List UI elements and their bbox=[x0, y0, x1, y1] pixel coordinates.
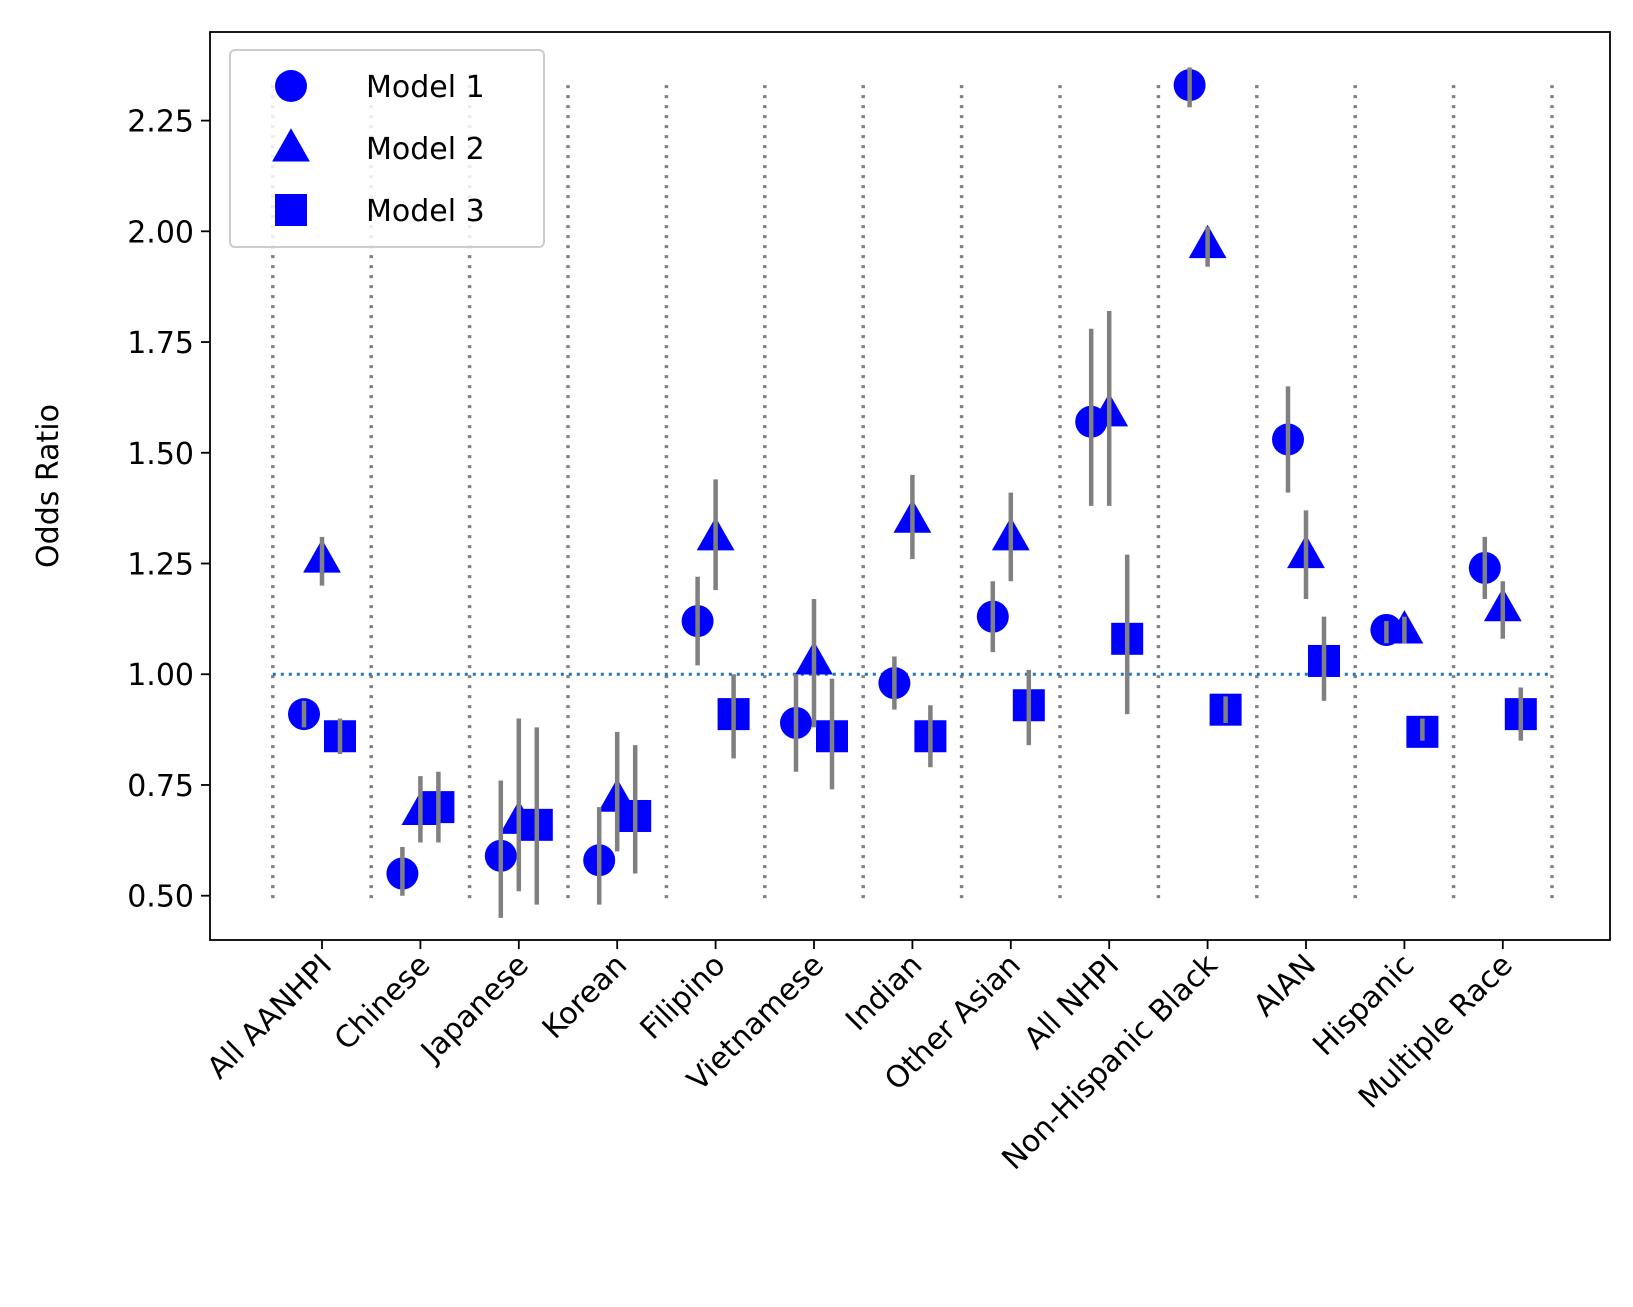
legend-marker-model-3 bbox=[275, 194, 307, 226]
legend-marker-model-2 bbox=[272, 128, 310, 162]
y-axis-ticks: 0.50 0.75 1.00 1.25 1.50 1.75 2.00 2.25 bbox=[127, 105, 210, 915]
error-bars bbox=[301, 67, 1524, 918]
y-tick-label: 2.25 bbox=[127, 105, 194, 140]
y-tick-label: 0.75 bbox=[127, 769, 194, 804]
legend-label-model-3: Model 3 bbox=[366, 194, 485, 229]
y-tick-label: 1.25 bbox=[127, 548, 194, 583]
y-axis-label: Odds Ratio bbox=[31, 404, 66, 568]
plot-frame bbox=[209, 31, 1611, 941]
y-tick-label: 2.00 bbox=[127, 215, 194, 250]
legend-box bbox=[229, 49, 545, 248]
group-separators bbox=[271, 85, 1554, 905]
y-tick-label: 1.50 bbox=[127, 437, 194, 472]
legend-marker-model-1 bbox=[275, 70, 307, 102]
legend-label-model-1: Model 1 bbox=[366, 70, 485, 105]
legend-label-model-2: Model 2 bbox=[366, 132, 485, 167]
legend: Model 1 Model 2 Model 3 bbox=[229, 49, 545, 248]
y-tick-label: 0.50 bbox=[127, 880, 194, 915]
y-tick-label: 1.75 bbox=[127, 326, 194, 361]
y-tick-label: 1.00 bbox=[127, 658, 194, 693]
